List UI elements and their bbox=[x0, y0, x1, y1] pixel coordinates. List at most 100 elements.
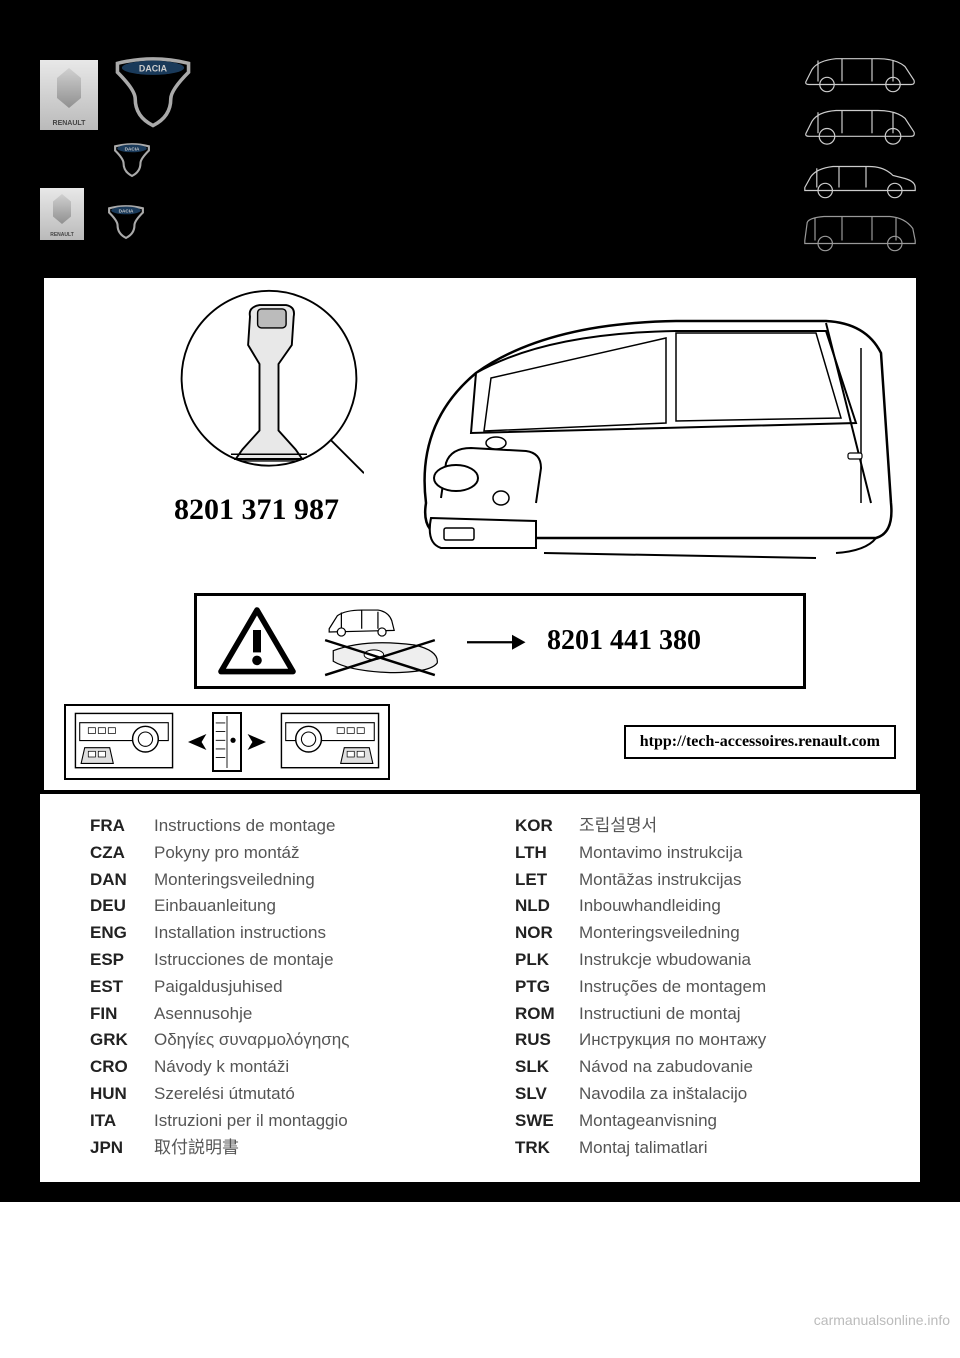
lhd-rhd-box bbox=[64, 704, 390, 780]
language-row: NORMonteringsveiledning bbox=[515, 921, 880, 945]
renault-label-small: RENAULT bbox=[50, 232, 74, 238]
language-row: JPN 取付説明書 bbox=[90, 1136, 455, 1160]
language-code: LET bbox=[515, 868, 559, 892]
part-number-main: 8201 371 987 bbox=[174, 493, 339, 527]
language-text: Paigaldusjuhised bbox=[154, 975, 283, 999]
language-text: Instructions de montage bbox=[154, 814, 335, 838]
main-diagram-panel: 8201 371 987 bbox=[40, 274, 920, 794]
bottom-row: htpp://tech-accessoires.renault.com bbox=[64, 704, 896, 780]
language-row: SLVNavodila za inštalacijo bbox=[515, 1082, 880, 1106]
language-code: EST bbox=[90, 975, 134, 999]
language-text: 조립설명서 bbox=[579, 814, 657, 838]
mirror-indicator bbox=[184, 712, 270, 772]
language-row: NLD Inbouwhandleiding bbox=[515, 894, 880, 918]
language-row: TRK Montaj talimatlari bbox=[515, 1136, 880, 1160]
model-sandero bbox=[800, 50, 920, 95]
language-code: FIN bbox=[90, 1002, 134, 1026]
language-code: NLD bbox=[515, 894, 559, 918]
dacia-logo-small-2: DACIA bbox=[104, 202, 148, 240]
language-row: SWE Montageanvisning bbox=[515, 1109, 880, 1133]
svg-text:DACIA: DACIA bbox=[119, 209, 134, 214]
mirror-divider-icon bbox=[212, 712, 242, 772]
language-text: Montavimo instrukcija bbox=[579, 841, 742, 865]
svg-text:DACIA: DACIA bbox=[125, 147, 140, 152]
header: RENAULT DACIA DACIA bbox=[40, 50, 920, 254]
language-text: Instrukcje wbudowania bbox=[579, 948, 751, 972]
language-row: ENG Installation instructions bbox=[90, 921, 455, 945]
language-code: FRA bbox=[90, 814, 134, 838]
language-code: SWE bbox=[515, 1109, 559, 1133]
language-code: LTH bbox=[515, 841, 559, 865]
warning-box: 8201 441 380 bbox=[194, 593, 806, 689]
model-logan bbox=[800, 156, 920, 201]
url-box: htpp://tech-accessoires.renault.com bbox=[624, 725, 896, 759]
language-code: GRK bbox=[90, 1028, 134, 1052]
language-text: Montaj talimatlari bbox=[579, 1136, 708, 1160]
language-row: PTG Instruções de montagem bbox=[515, 975, 880, 999]
language-code: PTG bbox=[515, 975, 559, 999]
language-text: Szerelési útmutató bbox=[154, 1082, 295, 1106]
language-row: DEU Einbauanleitung bbox=[90, 894, 455, 918]
language-text: Montāžas instrukcijas bbox=[579, 868, 742, 892]
language-text: Monteringsveiledning bbox=[154, 868, 315, 892]
warning-triangle-icon bbox=[217, 606, 297, 676]
language-row: CRONávody k montáži bbox=[90, 1055, 455, 1079]
language-text: Инструкция по монтажу bbox=[579, 1028, 766, 1052]
language-row: GRK Οδηγίες συναρμολόγησης bbox=[90, 1028, 455, 1052]
language-column-right: KOR조립설명서 LTH Montavimo instrukcija LET Montā… bbox=[515, 814, 880, 1162]
language-row: SLKNávod na zabudovanie bbox=[515, 1055, 880, 1079]
brand-logos: RENAULT DACIA DACIA bbox=[40, 50, 198, 240]
language-code: CZA bbox=[90, 841, 134, 865]
language-text: Instructiuni de montaj bbox=[579, 1002, 741, 1026]
language-column-left: FRA Instructions de montage CZAPokyny pro … bbox=[90, 814, 455, 1162]
car-silhouette-icon bbox=[800, 156, 920, 201]
renault-logo: RENAULT bbox=[40, 60, 98, 130]
language-code: NOR bbox=[515, 921, 559, 945]
svg-text:DACIA: DACIA bbox=[139, 63, 168, 73]
model-stepway bbox=[800, 103, 920, 148]
logo-row-2: RENAULT DACIA bbox=[40, 188, 198, 240]
logo-row-1: RENAULT DACIA bbox=[40, 50, 198, 130]
renault-label: RENAULT bbox=[53, 120, 86, 127]
language-row: FINAsennusohje bbox=[90, 1002, 455, 1026]
dashboard-rhd-icon bbox=[280, 712, 380, 772]
arrow-right-icon bbox=[246, 727, 270, 757]
model-mcv bbox=[800, 209, 920, 254]
language-code: PLK bbox=[515, 948, 559, 972]
language-code: ITA bbox=[90, 1109, 134, 1133]
top-illustration: 8201 371 987 bbox=[64, 288, 896, 578]
language-text: Instruções de montagem bbox=[579, 975, 766, 999]
language-code: CRO bbox=[90, 1055, 134, 1079]
renault-logo-small: RENAULT bbox=[40, 188, 84, 240]
language-row: RUSИнструкция по монтажу bbox=[515, 1028, 880, 1052]
language-text: Οδηγίες συναρμολόγησης bbox=[154, 1028, 349, 1052]
page-container: RENAULT DACIA DACIA bbox=[0, 0, 960, 1202]
language-row: EST Paigaldusjuhised bbox=[90, 975, 455, 999]
car-silhouette-icon bbox=[800, 50, 920, 95]
language-row: DAN Monteringsveiledning bbox=[90, 868, 455, 892]
language-code: ESP bbox=[90, 948, 134, 972]
language-row: KOR조립설명서 bbox=[515, 814, 880, 838]
watermark: carmanualsonline.info bbox=[814, 1312, 950, 1328]
language-text: Istrucciones de montaje bbox=[154, 948, 334, 972]
language-code: DAN bbox=[90, 868, 134, 892]
language-text: Installation instructions bbox=[154, 921, 326, 945]
language-text: Inbouwhandleiding bbox=[579, 894, 721, 918]
language-code: JPN bbox=[90, 1136, 134, 1160]
language-code: ENG bbox=[90, 921, 134, 945]
language-row: PLK Instrukcje wbudowania bbox=[515, 948, 880, 972]
language-text: Einbauanleitung bbox=[154, 894, 276, 918]
car-front-view-icon bbox=[396, 303, 896, 573]
language-row: ITAIstruzioni per il montaggio bbox=[90, 1109, 455, 1133]
language-code: TRK bbox=[515, 1136, 559, 1160]
language-text: Montageanvisning bbox=[579, 1109, 717, 1133]
language-code: ROM bbox=[515, 1002, 559, 1026]
language-row: ROM Instructiuni de montaj bbox=[515, 1002, 880, 1026]
language-section: FRA Instructions de montage CZAPokyny pro … bbox=[40, 794, 920, 1182]
language-row: HUNSzerelési útmutató bbox=[90, 1082, 455, 1106]
language-text: 取付説明書 bbox=[154, 1136, 239, 1160]
car-silhouette-icon bbox=[800, 209, 920, 254]
language-row: CZAPokyny pro montáž bbox=[90, 841, 455, 865]
language-row: FRA Instructions de montage bbox=[90, 814, 455, 838]
language-code: DEU bbox=[90, 894, 134, 918]
